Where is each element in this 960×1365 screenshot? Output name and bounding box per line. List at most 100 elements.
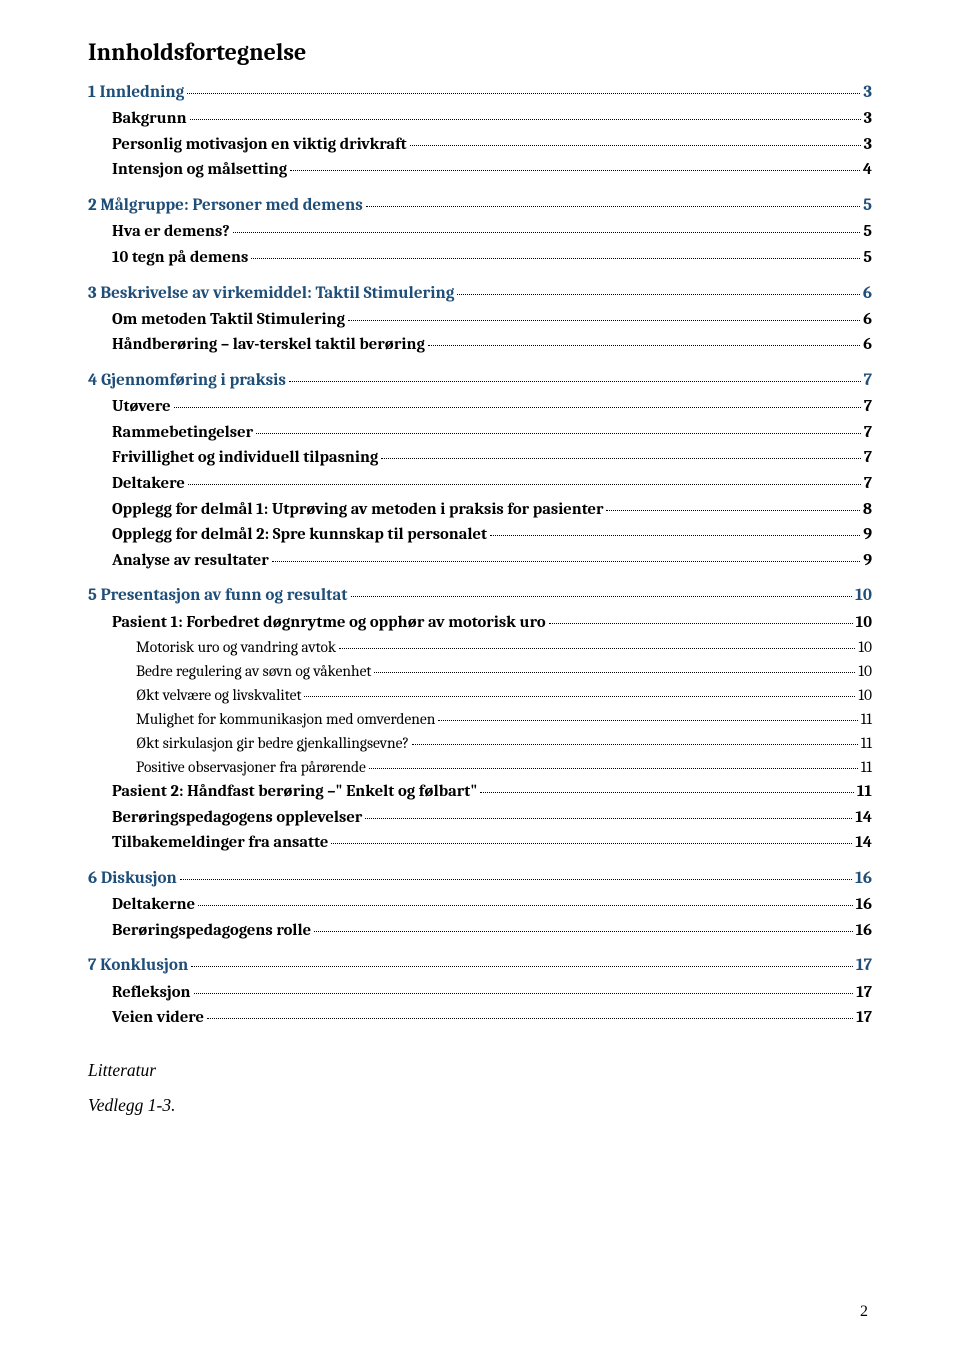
toc-leader-dots	[191, 966, 853, 967]
toc-entry-page: 3	[863, 80, 872, 106]
toc-entry-page: 8	[863, 497, 872, 523]
toc-entry-label: Om metoden Taktil Stimulering	[112, 307, 345, 333]
toc-leader-dots	[233, 232, 861, 233]
toc-entry-page: 7	[864, 471, 872, 497]
toc-leader-dots	[366, 206, 860, 207]
toc-leader-dots	[438, 720, 857, 721]
toc-entry[interactable]: 7 Konklusjon 17	[88, 953, 872, 979]
toc-entry-page: 7	[864, 420, 872, 446]
toc-leader-dots	[314, 931, 853, 932]
toc-entry-page: 6	[863, 332, 872, 358]
toc-entry-label: 4 Gjennomføring i praksis	[88, 368, 286, 394]
toc-entry-label: Analyse av resultater	[112, 548, 269, 574]
toc-entry-page: 3	[864, 132, 872, 158]
toc-entry-page: 9	[863, 522, 872, 548]
toc-entry-page: 17	[856, 953, 872, 979]
toc-entry: Mulighet for kommunikasjon med omverdene…	[88, 707, 872, 731]
toc-entry-label: 10 tegn på demens	[112, 245, 248, 271]
toc-entry-page: 4	[863, 157, 872, 183]
toc-entry-page: 16	[855, 866, 872, 892]
toc-entry[interactable]: 1 Innledning3	[88, 80, 872, 106]
toc-entry-label: Hva er demens?	[112, 219, 230, 245]
toc-entry-label: Personlig motivasjon en viktig drivkraft	[112, 132, 407, 158]
toc-entry-label: 7 Konklusjon	[88, 953, 188, 979]
toc-entry-page: 6	[863, 281, 872, 307]
toc-leader-dots	[198, 905, 853, 906]
toc-entry-page: 14	[855, 830, 872, 856]
toc-leader-dots	[410, 145, 861, 146]
toc-leader-dots	[480, 792, 854, 793]
toc-entry[interactable]: 4 Gjennomføring i praksis 7	[88, 368, 872, 394]
toc-entry-label: Motorisk uro og vandring avtok	[136, 635, 336, 659]
toc-entry-label: Berøringspedagogens rolle	[112, 918, 311, 944]
toc-entry: Rammebetingelser7	[88, 420, 872, 446]
toc-entry-page: 7	[864, 368, 872, 394]
toc-entry: Pasient 1: Forbedret døgnrytme og opphør…	[88, 610, 872, 636]
toc-leader-dots	[188, 484, 861, 485]
toc-entry-label: Håndberøring – lav-terskel taktil berøri…	[112, 332, 425, 358]
toc-entry-page: 16	[856, 892, 872, 918]
toc-leader-dots	[289, 381, 861, 382]
toc-title: Innholdsfortegnelse	[88, 38, 872, 66]
toc-entry-label: Pasient 1: Forbedret døgnrytme og opphør…	[112, 610, 546, 636]
toc-entry: Bakgrunn3	[88, 106, 872, 132]
toc-leader-dots	[606, 510, 859, 511]
toc-leader-dots	[381, 458, 861, 459]
toc-entry-page: 6	[863, 307, 872, 333]
toc-entry: Berøringspedagogens rolle 16	[88, 918, 872, 944]
toc-leader-dots	[174, 407, 861, 408]
toc-leader-dots	[457, 294, 859, 295]
toc-entry-label: Frivillighet og individuell tilpasning	[112, 445, 378, 471]
toc-entry-page: 10	[856, 610, 872, 636]
toc-entry: Økt sirkulasjon gir bedre gjenkallingsev…	[88, 731, 872, 755]
toc-leader-dots	[194, 993, 854, 994]
toc-entry-page: 16	[856, 918, 872, 944]
toc-entry-label: Positive observasjoner fra pårørende	[136, 755, 366, 779]
toc-entry: Utøvere7	[88, 394, 872, 420]
toc-entry-label: Mulighet for kommunikasjon med omverdene…	[136, 707, 435, 731]
toc-entry-label: Deltakerne	[112, 892, 195, 918]
toc-entry[interactable]: 2 Målgruppe: Personer med demens5	[88, 193, 872, 219]
toc-entry: Motorisk uro og vandring avtok10	[88, 635, 872, 659]
toc-entry: Berøringspedagogens opplevelser14	[88, 805, 872, 831]
toc-leader-dots	[304, 696, 855, 697]
toc-leader-dots	[549, 623, 853, 624]
toc-entry: Veien videre 17	[88, 1005, 872, 1031]
toc-entry-page: 10	[858, 659, 872, 683]
toc-entry: Deltakere7	[88, 471, 872, 497]
toc-extras: Litteratur Vedlegg 1-3.	[88, 1053, 872, 1123]
toc-entry-page: 17	[856, 980, 872, 1006]
toc-entry-page: 11	[861, 731, 872, 755]
toc-leader-dots	[256, 433, 861, 434]
toc-entry-label: Opplegg for delmål 1: Utprøving av metod…	[112, 497, 603, 523]
toc-leader-dots	[180, 879, 852, 880]
toc-entry-label: Økt sirkulasjon gir bedre gjenkallingsev…	[136, 731, 409, 755]
toc-entry: Deltakerne 16	[88, 892, 872, 918]
toc-entry: Pasient 2: Håndfast berøring –" Enkelt o…	[88, 779, 872, 805]
toc-entry[interactable]: 3 Beskrivelse av virkemiddel: Taktil Sti…	[88, 281, 872, 307]
toc-entry: Personlig motivasjon en viktig drivkraft…	[88, 132, 872, 158]
toc-entry-label: 3 Beskrivelse av virkemiddel: Taktil Sti…	[88, 281, 454, 307]
toc-entry[interactable]: 5 Presentasjon av funn og resultat10	[88, 583, 872, 609]
toc-entry: Frivillighet og individuell tilpasning 7	[88, 445, 872, 471]
toc-entry-label: Tilbakemeldinger fra ansatte	[112, 830, 328, 856]
toc-leader-dots	[251, 258, 860, 259]
toc-leader-dots	[428, 345, 860, 346]
toc-entry-page: 14	[855, 805, 872, 831]
toc-entry: Opplegg for delmål 1: Utprøving av metod…	[88, 497, 872, 523]
toc-entry: Refleksjon 17	[88, 980, 872, 1006]
toc-leader-dots	[331, 843, 852, 844]
toc-entry: Håndberøring – lav-terskel taktil berøri…	[88, 332, 872, 358]
toc-entry[interactable]: 6 Diskusjon16	[88, 866, 872, 892]
toc-list: 1 Innledning3Bakgrunn3Personlig motivasj…	[88, 80, 872, 1031]
toc-entry-page: 17	[856, 1005, 872, 1031]
toc-leader-dots	[348, 320, 860, 321]
toc-leader-dots	[365, 818, 852, 819]
toc-entry-label: Intensjon og målsetting	[112, 157, 287, 183]
toc-entry-page: 11	[861, 707, 872, 731]
toc-entry-label: Pasient 2: Håndfast berøring –" Enkelt o…	[112, 779, 477, 805]
toc-entry-page: 7	[864, 445, 872, 471]
toc-entry-label: Refleksjon	[112, 980, 191, 1006]
toc-entry-page: 5	[863, 245, 872, 271]
toc-entry-label: Veien videre	[112, 1005, 204, 1031]
